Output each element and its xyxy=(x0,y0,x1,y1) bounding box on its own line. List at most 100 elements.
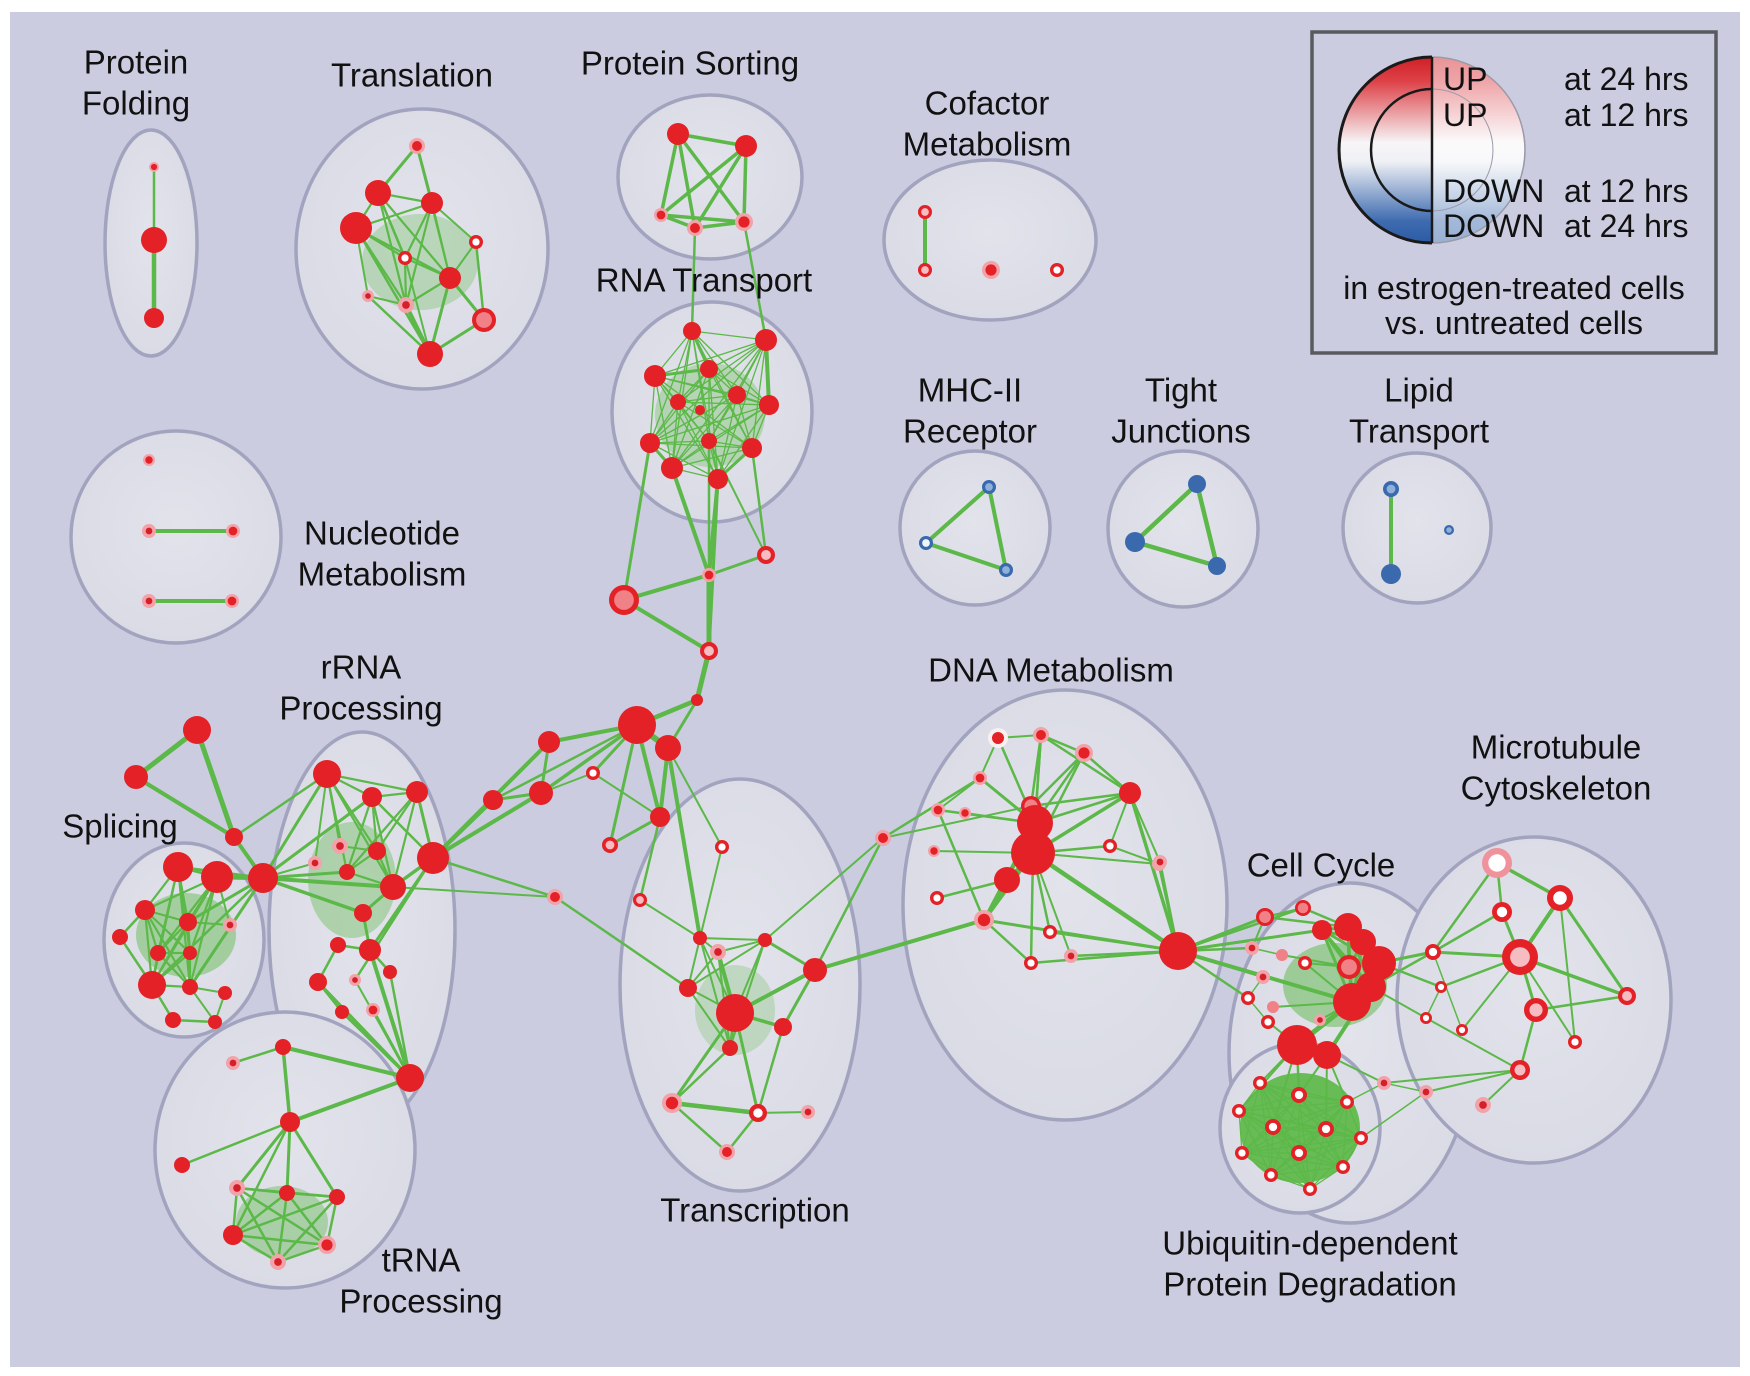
node-dot-r[interactable] xyxy=(650,807,670,827)
node-dot-r[interactable] xyxy=(279,1185,295,1201)
node-dot-r[interactable] xyxy=(1159,932,1197,970)
network-node[interactable] xyxy=(710,944,726,960)
network-node[interactable] xyxy=(749,1104,767,1122)
network-node[interactable] xyxy=(693,931,707,945)
node-dot-r[interactable] xyxy=(994,867,1020,893)
node-dot-b[interactable] xyxy=(1381,564,1401,584)
node-dot-r[interactable] xyxy=(365,180,391,206)
network-node[interactable] xyxy=(149,162,159,172)
node-dot-r[interactable] xyxy=(618,706,656,744)
network-node[interactable] xyxy=(1502,939,1538,975)
network-node[interactable] xyxy=(774,1018,792,1036)
node-dot-r[interactable] xyxy=(280,1112,300,1132)
node-dot-r[interactable] xyxy=(150,945,166,961)
node-dot-r[interactable] xyxy=(248,863,278,893)
network-node[interactable] xyxy=(270,1254,286,1270)
node-dot-r[interactable] xyxy=(1277,1025,1317,1065)
network-node[interactable] xyxy=(999,563,1013,577)
network-node[interactable] xyxy=(112,929,128,945)
node-dot-r[interactable] xyxy=(396,1064,424,1092)
node-dot-r[interactable] xyxy=(417,842,449,874)
network-node[interactable] xyxy=(700,360,718,378)
network-node[interactable] xyxy=(609,585,639,615)
network-node[interactable] xyxy=(406,781,428,803)
network-node[interactable] xyxy=(362,787,382,807)
network-node[interactable] xyxy=(708,469,728,489)
network-node[interactable] xyxy=(1362,946,1396,980)
node-dot-r[interactable] xyxy=(803,958,827,982)
network-node[interactable] xyxy=(755,329,777,351)
node-dot-r[interactable] xyxy=(722,1040,738,1056)
network-node[interactable] xyxy=(687,220,703,236)
network-node[interactable] xyxy=(359,939,381,961)
network-node[interactable] xyxy=(229,1180,245,1196)
network-node[interactable] xyxy=(695,405,705,415)
network-node[interactable] xyxy=(728,386,746,404)
network-node[interactable] xyxy=(801,1105,815,1119)
network-node[interactable] xyxy=(417,341,443,367)
network-node[interactable] xyxy=(640,433,660,453)
network-node[interactable] xyxy=(1313,1041,1341,1069)
node-dot-r[interactable] xyxy=(670,394,686,410)
node-dot-r[interactable] xyxy=(144,308,164,328)
network-node[interactable] xyxy=(959,807,971,819)
network-node[interactable] xyxy=(1312,920,1332,940)
network-node[interactable] xyxy=(225,594,239,608)
node-dot-r[interactable] xyxy=(163,852,193,882)
network-node[interactable] xyxy=(538,731,560,753)
network-node[interactable] xyxy=(174,1157,190,1173)
network-node[interactable] xyxy=(1425,944,1441,960)
network-node[interactable] xyxy=(1256,970,1270,984)
node-dot-r[interactable] xyxy=(1119,782,1141,804)
node-dot-r[interactable] xyxy=(179,913,197,931)
network-node[interactable] xyxy=(483,790,503,810)
network-node[interactable] xyxy=(1419,1085,1433,1099)
network-node[interactable] xyxy=(472,308,496,332)
network-node[interactable] xyxy=(1336,1160,1350,1174)
network-node[interactable] xyxy=(142,524,156,538)
network-node[interactable] xyxy=(329,1189,345,1205)
network-node[interactable] xyxy=(918,263,932,277)
node-dot-r[interactable] xyxy=(759,395,779,415)
network-node[interactable] xyxy=(223,1225,243,1245)
network-node[interactable] xyxy=(670,394,686,410)
network-node[interactable] xyxy=(1314,1014,1326,1026)
network-node[interactable] xyxy=(365,180,391,206)
network-node[interactable] xyxy=(1482,848,1512,878)
node-dot-r[interactable] xyxy=(1362,946,1396,980)
network-node[interactable] xyxy=(421,192,443,214)
network-node[interactable] xyxy=(757,546,775,564)
network-node[interactable] xyxy=(332,838,348,854)
network-node[interactable] xyxy=(661,457,683,479)
network-node[interactable] xyxy=(138,971,166,999)
network-node[interactable] xyxy=(1618,987,1636,1005)
network-node[interactable] xyxy=(398,297,414,313)
network-node[interactable] xyxy=(396,1064,424,1092)
network-node[interactable] xyxy=(150,945,166,961)
node-dot-r[interactable] xyxy=(135,900,155,920)
network-node[interactable] xyxy=(655,735,681,761)
network-node[interactable] xyxy=(875,830,891,846)
network-node[interactable] xyxy=(973,771,987,785)
node-dot-b[interactable] xyxy=(1208,557,1226,575)
network-node[interactable] xyxy=(335,1005,349,1019)
node-dot-r[interactable] xyxy=(774,1018,792,1036)
network-node[interactable] xyxy=(735,213,753,231)
node-dot-r[interactable] xyxy=(368,842,386,860)
network-node[interactable] xyxy=(226,524,240,538)
network-node[interactable] xyxy=(1444,525,1454,535)
network-node[interactable] xyxy=(930,891,944,905)
network-node[interactable] xyxy=(469,235,483,249)
network-node[interactable] xyxy=(1435,981,1447,993)
network-node[interactable] xyxy=(1298,956,1312,970)
network-node[interactable] xyxy=(313,760,341,788)
network-node[interactable] xyxy=(1295,900,1311,916)
network-node[interactable] xyxy=(1103,839,1117,853)
network-node[interactable] xyxy=(702,568,716,582)
network-node[interactable] xyxy=(1153,855,1167,869)
network-node[interactable] xyxy=(1381,564,1401,584)
network-node[interactable] xyxy=(309,973,327,991)
network-node[interactable] xyxy=(1119,782,1141,804)
network-node[interactable] xyxy=(409,138,425,154)
network-node[interactable] xyxy=(759,395,779,415)
